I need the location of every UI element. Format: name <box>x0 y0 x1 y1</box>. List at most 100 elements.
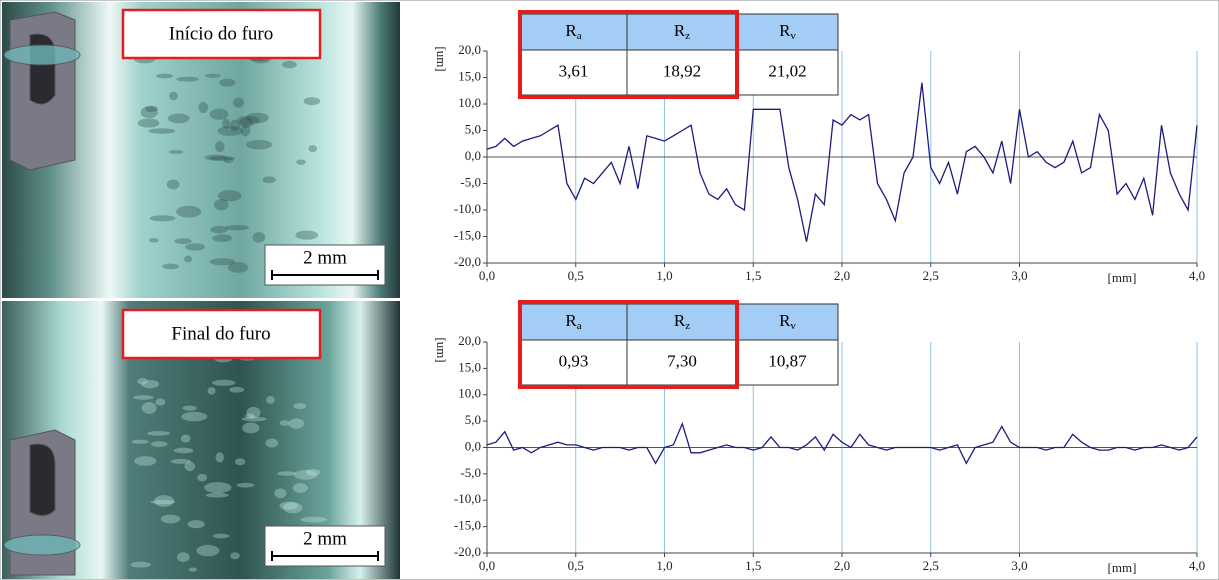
photo-label-box <box>121 8 322 60</box>
table-header-cell <box>626 303 738 341</box>
y-tick-label: 15,0 <box>458 68 481 83</box>
x-tick-label: 0,0 <box>479 558 495 573</box>
texture <box>279 420 290 426</box>
texture <box>274 488 287 499</box>
symbol: R <box>565 21 577 40</box>
texture <box>149 215 176 222</box>
x-tick-label: 0,5 <box>568 558 584 573</box>
texture <box>210 225 228 234</box>
y-tick-label: 20,0 <box>458 333 481 348</box>
texture <box>137 118 160 128</box>
x-tick-label: 0,0 <box>479 268 495 283</box>
texture <box>168 149 184 155</box>
texture <box>229 386 245 393</box>
y-tick-label: 15,0 <box>458 359 481 374</box>
texture <box>188 567 198 572</box>
x-tick-label: 3,0 <box>1011 268 1027 283</box>
texture <box>242 422 260 434</box>
x-tick-label: 1,5 <box>745 558 761 573</box>
symbol: R <box>565 311 577 330</box>
x-tick-label: 2,0 <box>834 268 850 283</box>
texture <box>244 413 255 419</box>
texture <box>140 106 158 119</box>
texture <box>295 230 319 240</box>
texture <box>131 439 149 444</box>
texture <box>246 406 261 419</box>
texture <box>209 108 229 120</box>
texture <box>303 97 321 106</box>
y-tick-label: 10,0 <box>458 95 481 110</box>
texture <box>176 552 190 563</box>
y-tick-label: -20,0 <box>454 544 481 559</box>
y-tick-label: 10,0 <box>458 386 481 401</box>
texture <box>160 514 181 524</box>
photo-label-box <box>121 308 322 360</box>
texture <box>265 438 279 448</box>
table-header-cell <box>736 303 839 341</box>
texture <box>217 126 244 136</box>
texture <box>183 255 193 263</box>
texture <box>198 101 209 114</box>
x-tick-label: 3,0 <box>1011 558 1027 573</box>
texture <box>145 105 158 113</box>
texture <box>232 97 245 108</box>
texture <box>184 243 205 251</box>
y-tick-label: 20,0 <box>458 42 481 57</box>
scale-bar-label: 2 mm <box>303 247 347 268</box>
texture <box>266 395 275 404</box>
texture <box>246 139 273 150</box>
texture <box>219 78 236 87</box>
texture <box>215 452 224 463</box>
texture <box>217 190 242 202</box>
x-tick-label: 1,0 <box>656 558 672 573</box>
symbol: R <box>779 21 791 40</box>
texture <box>230 552 240 560</box>
texture <box>229 119 241 131</box>
y-tick-label: -15,0 <box>454 518 481 533</box>
texture <box>212 234 233 242</box>
texture <box>283 502 303 514</box>
profile-line <box>486 421 1198 465</box>
texture <box>176 76 199 82</box>
subscript: a <box>577 320 582 332</box>
texture <box>155 398 166 406</box>
table-header: Rz <box>674 311 690 332</box>
texture <box>223 157 234 164</box>
texture <box>180 434 191 443</box>
table-header: Ra <box>565 21 581 42</box>
x-tick-label: 2,0 <box>834 558 850 573</box>
texture <box>141 402 157 414</box>
texture <box>137 378 148 385</box>
texture <box>209 258 236 266</box>
x-tick-label: 1,5 <box>745 268 761 283</box>
texture <box>236 115 261 126</box>
texture <box>300 516 328 523</box>
y-axis-label: [um] <box>434 337 449 362</box>
scale-bar-label: 2 mm <box>303 528 347 549</box>
texture <box>236 482 255 488</box>
texture <box>224 225 250 231</box>
texture <box>197 473 208 482</box>
symbol: R <box>779 311 791 330</box>
scale-bar-box <box>264 244 386 286</box>
texture <box>167 113 190 124</box>
table-value: 7,30 <box>667 351 697 370</box>
y-tick-label: 5,0 <box>465 412 481 427</box>
texture <box>293 469 318 480</box>
table-cell <box>519 49 628 96</box>
y-tick-label: 0,0 <box>465 148 481 163</box>
texture <box>182 405 197 411</box>
texture <box>293 403 307 410</box>
x-tick-label: 0,5 <box>568 268 584 283</box>
texture <box>211 379 236 386</box>
table-cell <box>736 339 839 386</box>
subscript: v <box>790 30 796 42</box>
texture <box>262 176 276 184</box>
table-cell <box>736 49 839 96</box>
texture <box>176 205 202 218</box>
table-header-cell <box>736 13 839 51</box>
table-value: 18,92 <box>663 61 701 80</box>
x-tick-label: 2,5 <box>923 268 939 283</box>
texture <box>204 482 232 494</box>
